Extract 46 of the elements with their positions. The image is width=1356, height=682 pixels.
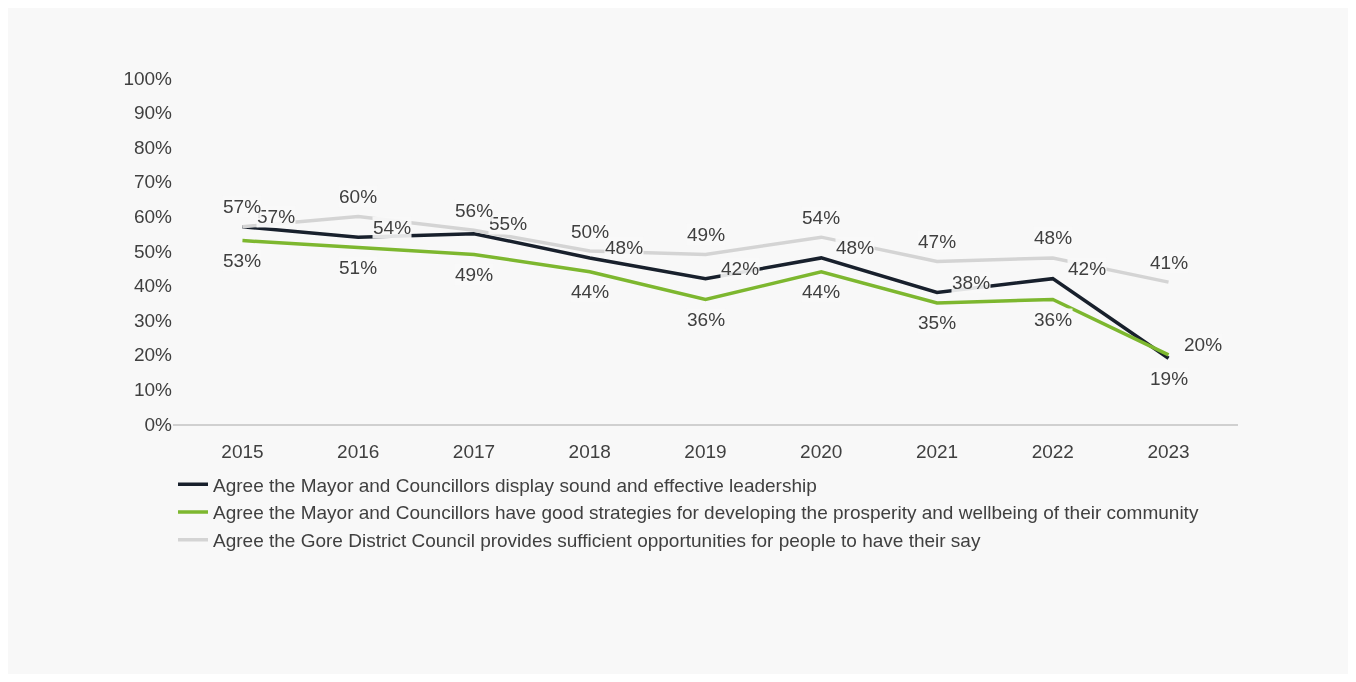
y-tick-label: 50%: [133, 240, 173, 262]
data-label: 51%: [339, 257, 378, 278]
x-tick-label: 2021: [915, 441, 959, 463]
x-tick-label: 2016: [337, 441, 380, 463]
x-tick-label: 2020: [800, 441, 843, 463]
y-tick-label: 30%: [133, 309, 173, 331]
data-label: 47%: [918, 231, 957, 252]
y-tick-label: 40%: [133, 275, 173, 297]
x-tick-label: 2023: [1147, 441, 1190, 463]
data-label: 38%: [952, 272, 991, 293]
data-label: 60%: [339, 186, 378, 207]
x-tick-label: 2015: [221, 441, 264, 463]
data-label: 36%: [687, 309, 726, 330]
data-label: 19%: [1150, 368, 1189, 389]
data-label: 49%: [687, 224, 726, 245]
data-label: 36%: [1034, 309, 1073, 330]
data-label: 41%: [1150, 252, 1189, 273]
y-tick-label: 100%: [123, 67, 173, 89]
legend-label: Agree the Mayor and Councillors have good strategies for developing the prosperity and wellbeing of their community: [213, 502, 1199, 524]
data-label: 42%: [1068, 258, 1107, 279]
y-tick-label: 10%: [133, 379, 173, 401]
data-label: 48%: [1034, 227, 1073, 248]
y-tick-label: 90%: [133, 102, 173, 124]
legend-label: Agree the Gore District Council provides sufficient opportunities for people to have their say: [213, 530, 981, 552]
y-tick-label: 20%: [133, 344, 173, 366]
data-label: 20%: [1184, 334, 1223, 355]
x-tick-label: 2018: [568, 441, 611, 463]
data-label: 48%: [836, 237, 875, 258]
x-tick-label: 2019: [684, 441, 727, 463]
data-label: 49%: [455, 264, 494, 285]
x-tick-label: 2022: [1031, 441, 1074, 463]
data-label: 44%: [802, 281, 841, 302]
data-label: 42%: [721, 258, 760, 279]
y-tick-label: 70%: [133, 171, 173, 193]
y-tick-label: 80%: [133, 136, 173, 158]
y-tick-label: 0%: [144, 413, 173, 435]
data-label: 48%: [605, 237, 644, 258]
data-label: 53%: [223, 250, 262, 271]
y-tick-label: 60%: [133, 206, 173, 228]
data-label: 44%: [571, 281, 610, 302]
data-label: 35%: [918, 312, 957, 333]
legend-label: Agree the Mayor and Councillors display sound and effective leadership: [213, 474, 817, 496]
data-label: 54%: [373, 217, 412, 238]
x-tick-label: 2017: [452, 441, 496, 463]
data-label: 54%: [802, 207, 841, 228]
data-label: 56%: [455, 200, 494, 221]
